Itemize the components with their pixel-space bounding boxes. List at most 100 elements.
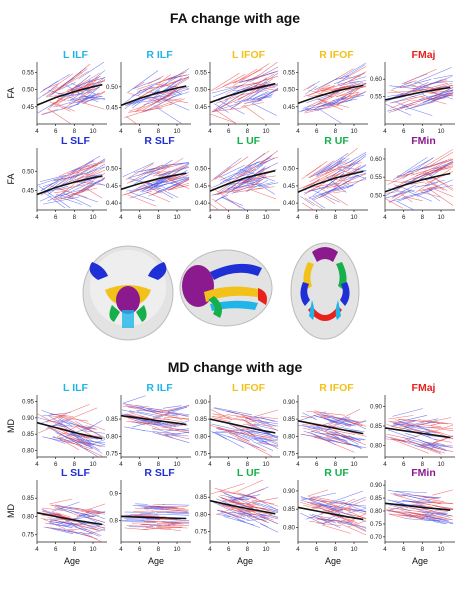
x-tick-label: 4 — [383, 214, 387, 221]
subject-line — [239, 429, 270, 435]
subject-line — [134, 159, 173, 185]
subject-line — [129, 410, 161, 419]
subject-line — [134, 514, 167, 517]
subject-lines — [298, 408, 367, 453]
subject-line — [306, 174, 335, 187]
subject-line — [316, 157, 346, 175]
subject-line — [51, 73, 73, 90]
panel-md-l-slf: 0.75 0.80 0.85 4 6 8 10 L SLF Age MD — [6, 467, 107, 566]
subject-line — [258, 421, 279, 427]
subject-line — [153, 81, 176, 99]
subject-line — [388, 509, 424, 520]
y-tick-label: 0.95 — [22, 399, 35, 406]
x-tick-label: 10 — [174, 546, 181, 553]
subject-line — [68, 506, 84, 510]
subject-line — [432, 505, 454, 509]
subject-line — [322, 98, 358, 106]
subject-line — [257, 430, 271, 434]
subject-line — [232, 480, 264, 494]
panel-title: R SLF — [144, 135, 175, 147]
subject-line — [151, 427, 178, 436]
subject-line — [304, 85, 318, 95]
subject-line — [216, 428, 246, 435]
subject-line — [141, 103, 173, 113]
subject-line — [422, 496, 441, 499]
panel-md-r-slf: 0.8 0.9 4 6 8 10 R SLF Age — [109, 467, 191, 566]
subject-line — [49, 437, 66, 444]
subject-line — [252, 88, 279, 100]
subject-lines — [121, 395, 190, 443]
x-tick-label: 8 — [334, 546, 338, 553]
subject-line — [307, 185, 321, 192]
subject-line — [344, 519, 358, 523]
subject-line — [71, 432, 95, 446]
subject-line — [68, 528, 81, 531]
subject-line — [431, 90, 454, 94]
subject-line — [150, 86, 185, 106]
subject-line — [125, 163, 154, 180]
subject-line — [166, 511, 190, 514]
subject-line — [394, 494, 431, 506]
subject-line — [392, 408, 423, 417]
subject-line — [252, 91, 269, 100]
x-tick-label: 6 — [227, 461, 231, 468]
subject-line — [393, 423, 431, 431]
subject-line — [251, 500, 279, 511]
x-tick-label: 8 — [334, 461, 338, 468]
y-tick-label: 0.85 — [106, 416, 119, 423]
subject-line — [56, 83, 80, 102]
subject-line — [423, 170, 454, 191]
subject-line — [325, 419, 347, 431]
subject-line — [430, 516, 443, 520]
subject-line — [57, 437, 80, 451]
subject-line — [429, 444, 447, 452]
subject-line — [140, 420, 161, 423]
subject-line — [309, 520, 324, 524]
subject-line — [347, 155, 367, 171]
x-tick-label: 6 — [138, 546, 142, 553]
subject-line — [238, 166, 252, 175]
subject-line — [166, 98, 189, 104]
subject-line — [82, 523, 106, 531]
subject-line — [229, 84, 266, 110]
subject-line — [258, 62, 278, 77]
subject-line — [231, 166, 266, 192]
y-tick-label: 0.55 — [195, 69, 208, 76]
subject-line — [251, 93, 274, 104]
subject-line — [128, 100, 152, 105]
x-tick-label: 10 — [263, 128, 270, 135]
subject-line — [46, 414, 66, 422]
subject-line — [243, 174, 263, 184]
subject-line — [140, 513, 154, 515]
subject-line — [166, 428, 190, 432]
subject-line — [124, 184, 156, 196]
subject-line — [315, 168, 338, 178]
subject-line — [47, 108, 72, 124]
x-tick-label: 6 — [402, 546, 406, 553]
panel-title: L ILF — [63, 49, 88, 61]
subject-line — [260, 416, 279, 420]
subject-line — [300, 411, 327, 421]
subject-line — [435, 85, 453, 89]
y-tick-label: 0.50 — [106, 166, 119, 173]
subject-line — [431, 97, 446, 100]
trend-line — [298, 170, 364, 193]
subject-line — [58, 82, 76, 91]
y-tick-label: 0.45 — [283, 104, 296, 111]
subject-line — [340, 62, 367, 79]
subject-line — [417, 443, 434, 450]
subject-line — [318, 516, 332, 519]
subject-line — [56, 512, 71, 518]
subject-line — [156, 511, 190, 515]
subject-line — [245, 417, 279, 425]
subject-line — [253, 424, 279, 431]
subject-line — [227, 436, 260, 449]
subject-line — [390, 437, 406, 442]
subject-line — [55, 504, 73, 510]
subject-line — [404, 79, 443, 94]
subject-line — [152, 157, 184, 177]
subject-line — [215, 194, 229, 201]
subject-line — [68, 182, 93, 199]
subject-line — [170, 177, 190, 185]
subject-line — [37, 103, 53, 114]
